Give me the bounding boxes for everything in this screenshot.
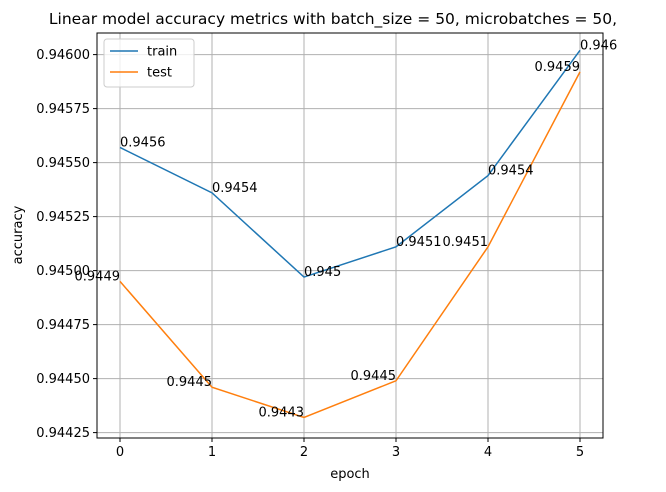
data-label-train: 0.9451 <box>396 235 442 250</box>
data-label-test: 0.9443 <box>259 405 305 420</box>
x-tick-label: 5 <box>576 445 584 460</box>
x-tick-label: 2 <box>300 445 308 460</box>
x-tick-label: 4 <box>484 445 492 460</box>
data-label-train: 0.9456 <box>120 135 166 150</box>
x-axis-label: epoch <box>330 467 370 482</box>
series-line-train <box>119 49 581 278</box>
legend-label-test: test <box>147 66 172 81</box>
legend-label-train: train <box>147 45 177 60</box>
data-label-test: 0.9445 <box>351 369 397 384</box>
y-tick-label: 0.94550 <box>36 156 90 171</box>
data-label-train: 0.9454 <box>212 181 258 196</box>
data-label-test: 0.9451 <box>443 235 489 250</box>
data-label-train: 0.946 <box>580 38 617 53</box>
y-axis-ticks: 0.94425 0.94450 0.94475 0.94500 0.94525 0.945… <box>36 48 97 441</box>
x-axis-ticks: 0 1 2 3 4 5 <box>116 438 584 460</box>
chart-title: Linear model accuracy metrics with batch… <box>49 10 617 29</box>
data-label-train: 0.9454 <box>488 164 534 179</box>
y-tick-label: 0.94425 <box>36 426 90 441</box>
y-tick-label: 0.94575 <box>36 102 90 117</box>
y-tick-label: 0.94525 <box>36 210 90 225</box>
x-tick-label: 3 <box>392 445 400 460</box>
data-label-train: 0.945 <box>304 265 341 280</box>
data-label-test: 0.9445 <box>167 375 213 390</box>
data-labels: 0.94560.94540.9450.94510.94540.9460.9449… <box>75 38 618 420</box>
y-axis-label: accuracy <box>11 205 26 264</box>
y-tick-label: 0.94600 <box>36 48 90 63</box>
plot-frame <box>96 32 604 439</box>
y-tick-label: 0.94475 <box>36 318 90 333</box>
grid <box>97 33 603 438</box>
y-tick-label: 0.94500 <box>36 264 90 279</box>
x-tick-label: 1 <box>208 445 216 460</box>
y-tick-label: 0.94450 <box>36 372 90 387</box>
legend: train test <box>103 38 195 88</box>
series-lines <box>119 49 581 419</box>
x-tick-label: 0 <box>116 445 124 460</box>
series-line-test <box>119 71 581 419</box>
data-label-test: 0.9459 <box>535 60 581 75</box>
